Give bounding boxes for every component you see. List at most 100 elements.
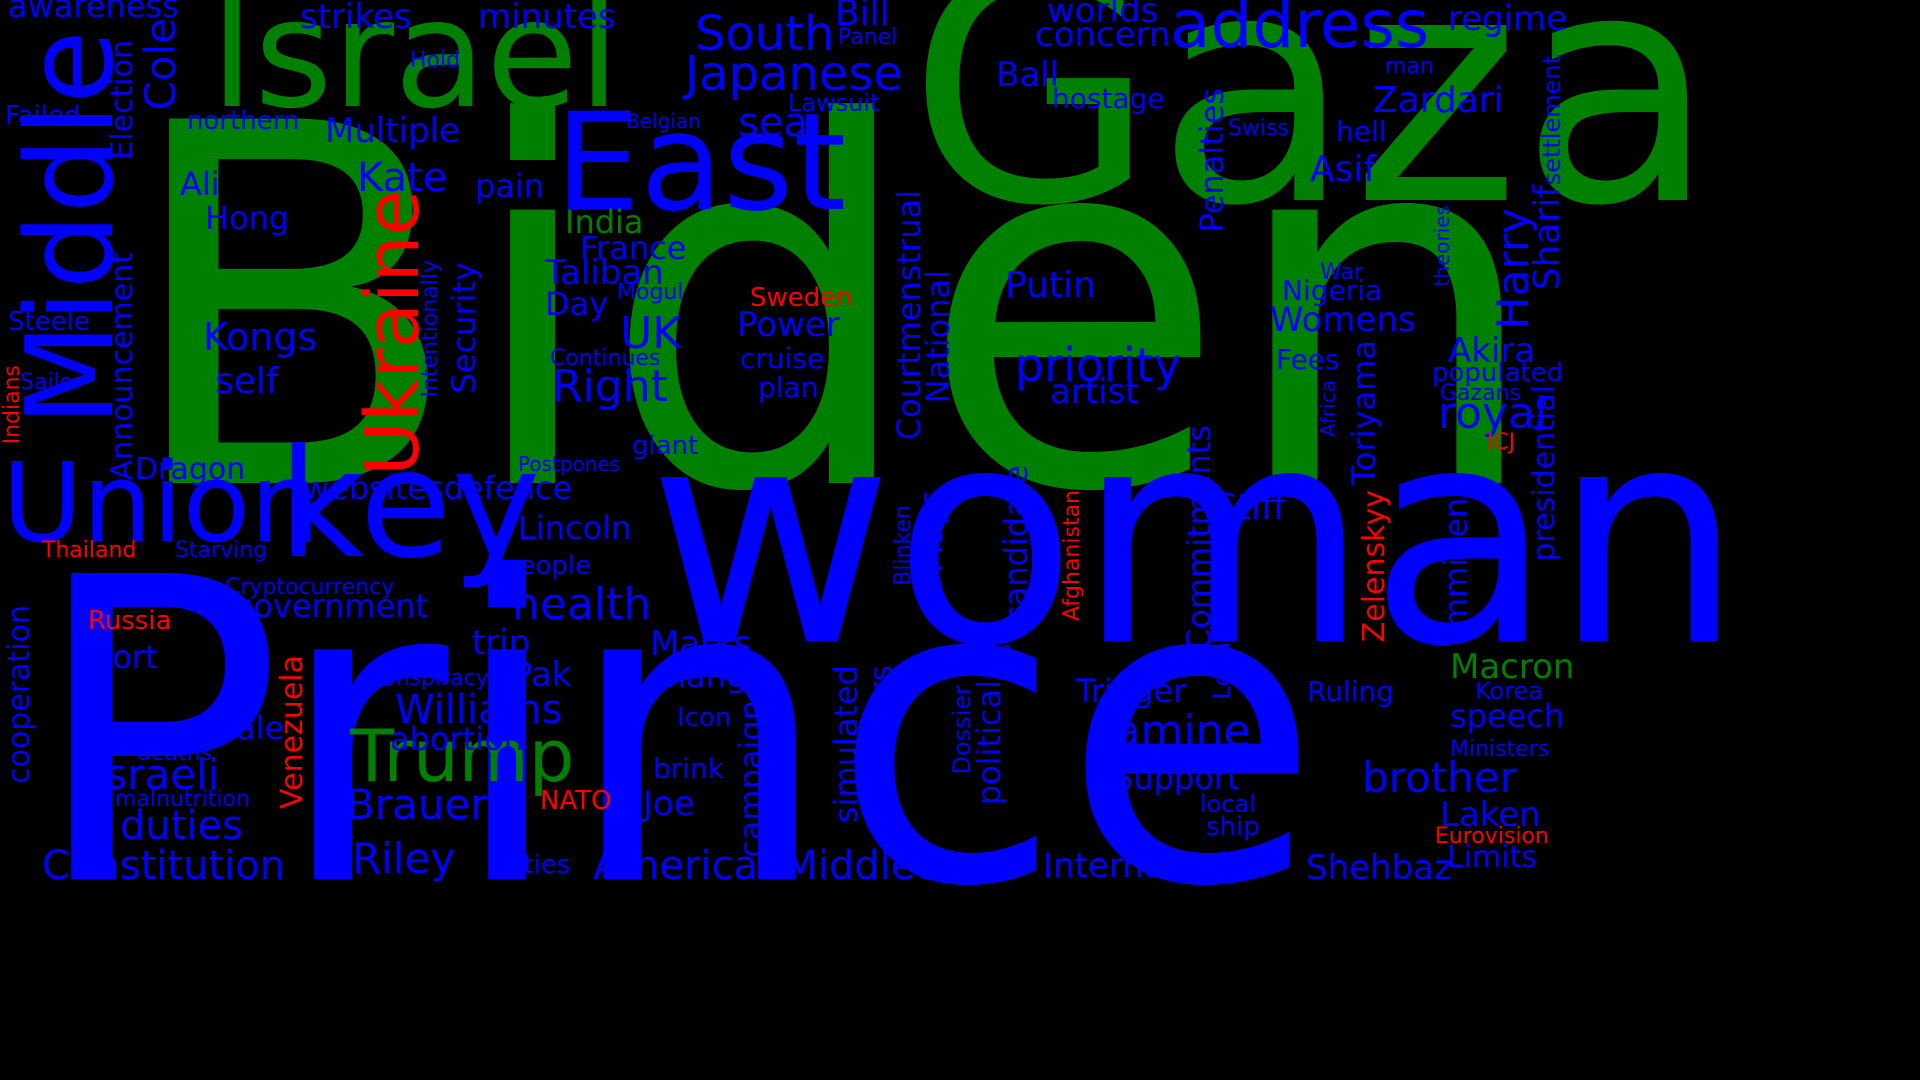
word-swiss: Swiss: [1228, 116, 1289, 141]
word-taliban: Taliban: [545, 253, 664, 293]
word-south: South: [695, 6, 835, 62]
word-port: port: [92, 638, 158, 676]
word-commitments: Commitments: [1180, 425, 1218, 652]
word-steele: Steele: [8, 307, 90, 337]
word-ball: Ball: [996, 55, 1060, 95]
word-toriyama: Toriyama: [1345, 340, 1383, 486]
word-israel: Israel: [210, 0, 620, 142]
word-international: International: [1043, 846, 1260, 886]
word-france: France: [580, 229, 687, 267]
word-theories: theories: [1430, 205, 1454, 287]
word-williams: Williams: [395, 687, 563, 733]
word-war: War: [1320, 260, 1363, 285]
word-famine: famine: [1098, 706, 1251, 757]
word-people: people: [503, 551, 592, 581]
word-settlement: settlement: [1538, 55, 1566, 186]
word-macron: Macron: [1450, 647, 1575, 687]
word-kate: Kate: [357, 155, 448, 201]
word-pak: Pak: [512, 655, 572, 695]
word-simulated: simulated: [827, 665, 865, 824]
word-courtmenstrual: Courtmenstrual: [890, 190, 928, 441]
word-sweden: Sweden: [750, 283, 853, 313]
word-speech: speech: [1450, 697, 1565, 735]
word-conspiracy: conspiracy: [370, 666, 489, 691]
word-icj: ICJ: [1487, 430, 1516, 455]
word-malnutrition: malnutrition: [115, 787, 250, 812]
word-cryptocurrency: Cryptocurrency: [225, 575, 395, 600]
word-cruise: cruise: [740, 342, 825, 375]
word-biden: Biden: [120, 19, 1544, 601]
word-japanese: Japanese: [685, 46, 903, 102]
word-vs: Vs: [866, 812, 893, 837]
word-africa: Africa: [1316, 380, 1340, 438]
word-artist: artist: [1050, 372, 1139, 412]
word-trump: Trump: [350, 714, 575, 798]
word-americanmiddleton: AmericanMiddleton: [593, 843, 981, 889]
word-giant: giant: [632, 431, 699, 461]
word-health: health: [512, 579, 652, 630]
word-election: Election: [105, 40, 140, 160]
word-trip: trip: [472, 623, 531, 663]
word-lawsuit: Lawsuit: [788, 89, 880, 117]
word-stiff: Stiff: [1214, 487, 1286, 528]
word-woman: woman: [648, 363, 1744, 712]
word-afghanistan: Afghanistan: [1060, 490, 1085, 621]
word-limits: Limits: [1447, 840, 1537, 875]
word-failed: Failed: [5, 101, 81, 131]
word-self: self: [215, 361, 279, 402]
word-deaths: deaths: [137, 741, 213, 766]
word-union: Union: [2, 439, 320, 567]
word-local: local: [1200, 790, 1256, 818]
word-hostage: hostage: [1052, 82, 1165, 115]
word-uk: UK: [620, 308, 682, 359]
word-man: man: [1385, 54, 1434, 79]
word-meeting: Meeting: [1140, 746, 1229, 771]
word-priority: priority: [1015, 338, 1181, 392]
word-regime: regime: [1448, 0, 1568, 39]
word-mogul: Mogul: [617, 280, 684, 305]
word-continues: Continues: [550, 346, 661, 371]
word-intentionally: Intentionally: [418, 260, 443, 398]
word-lincoln: Lincoln: [518, 509, 632, 547]
word-multiple: Multiple: [325, 111, 461, 151]
word-workers: workers: [862, 665, 900, 791]
word-hold: Hold: [410, 48, 461, 73]
word-cole: Cole: [136, 18, 185, 111]
word-websitesdefence: websitesdefence: [303, 469, 573, 507]
word-riley: Riley: [352, 834, 456, 883]
word-nato: NATO: [540, 786, 612, 816]
word-sea: sea: [738, 100, 808, 146]
word-panel: Panel: [838, 25, 898, 50]
word-prince: Prince: [30, 490, 1321, 979]
word-presidential: presidential: [1527, 385, 1562, 562]
word-putin: Putin: [1005, 265, 1096, 306]
word-east: East: [555, 84, 847, 241]
word-gaza: Gaza: [908, 0, 1717, 276]
word-laken: Laken: [1440, 795, 1541, 835]
word-minutes: minutes: [478, 0, 616, 37]
word-shehbaz: Shehbaz: [1306, 848, 1452, 888]
word-asif: Asif: [1310, 149, 1377, 190]
word-strikes: strikes: [300, 0, 412, 37]
word-government: government: [233, 587, 429, 625]
word-concern: concern: [1035, 15, 1171, 55]
word-power: Power: [737, 305, 840, 345]
word-political: political: [970, 680, 1008, 806]
word-icon: Icon: [677, 703, 732, 733]
word-gazans: Gazans: [1440, 381, 1521, 406]
word-duties: duties: [120, 803, 243, 849]
word-globe: globe: [952, 638, 1014, 663]
word-starving: Starving: [175, 538, 268, 563]
word-bill: Bill: [835, 0, 890, 34]
word-eurovision: Eurovision: [1435, 824, 1549, 849]
word-russia: Russia: [88, 606, 172, 636]
word-cooperation: cooperation: [2, 605, 37, 784]
word-male: male: [205, 709, 285, 747]
word-manga: manga: [655, 657, 766, 695]
word-ministers: Ministers: [1450, 737, 1550, 762]
word-support: Support: [1113, 759, 1240, 797]
word-zelenskyy: Zelenskyy: [1357, 490, 1392, 643]
word-brink: brink: [653, 752, 725, 785]
word-thailand: Thailand: [42, 538, 137, 563]
